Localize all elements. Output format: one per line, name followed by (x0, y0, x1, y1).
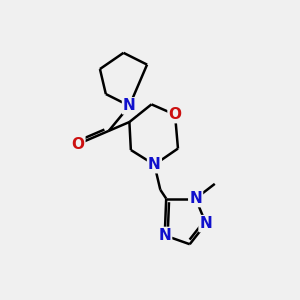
Text: N: N (158, 228, 171, 243)
Text: N: N (148, 157, 161, 172)
Text: O: O (169, 107, 182, 122)
Text: N: N (123, 98, 136, 113)
Text: O: O (71, 136, 84, 152)
Text: N: N (200, 216, 212, 231)
Text: N: N (189, 191, 202, 206)
